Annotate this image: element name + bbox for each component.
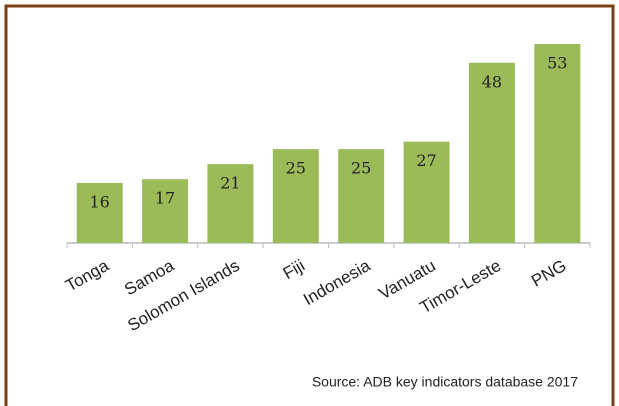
- value-label: 25: [286, 159, 306, 178]
- bar: [403, 141, 450, 243]
- bar: [272, 149, 319, 243]
- value-label: 16: [90, 192, 110, 211]
- value-label: 27: [416, 151, 436, 170]
- value-label: 21: [220, 174, 240, 193]
- bar: [142, 179, 189, 243]
- value-label: 48: [482, 72, 502, 91]
- bar: [534, 44, 581, 243]
- frame: [4, 4, 615, 406]
- value-label: 53: [547, 54, 567, 73]
- bar: [207, 164, 254, 243]
- bar: [76, 182, 123, 243]
- bar: [338, 149, 385, 243]
- bar: [468, 62, 515, 243]
- source-note: Source: ADB key indicators database 2017: [312, 374, 578, 390]
- value-label: 17: [155, 189, 175, 208]
- value-label: 25: [351, 159, 371, 178]
